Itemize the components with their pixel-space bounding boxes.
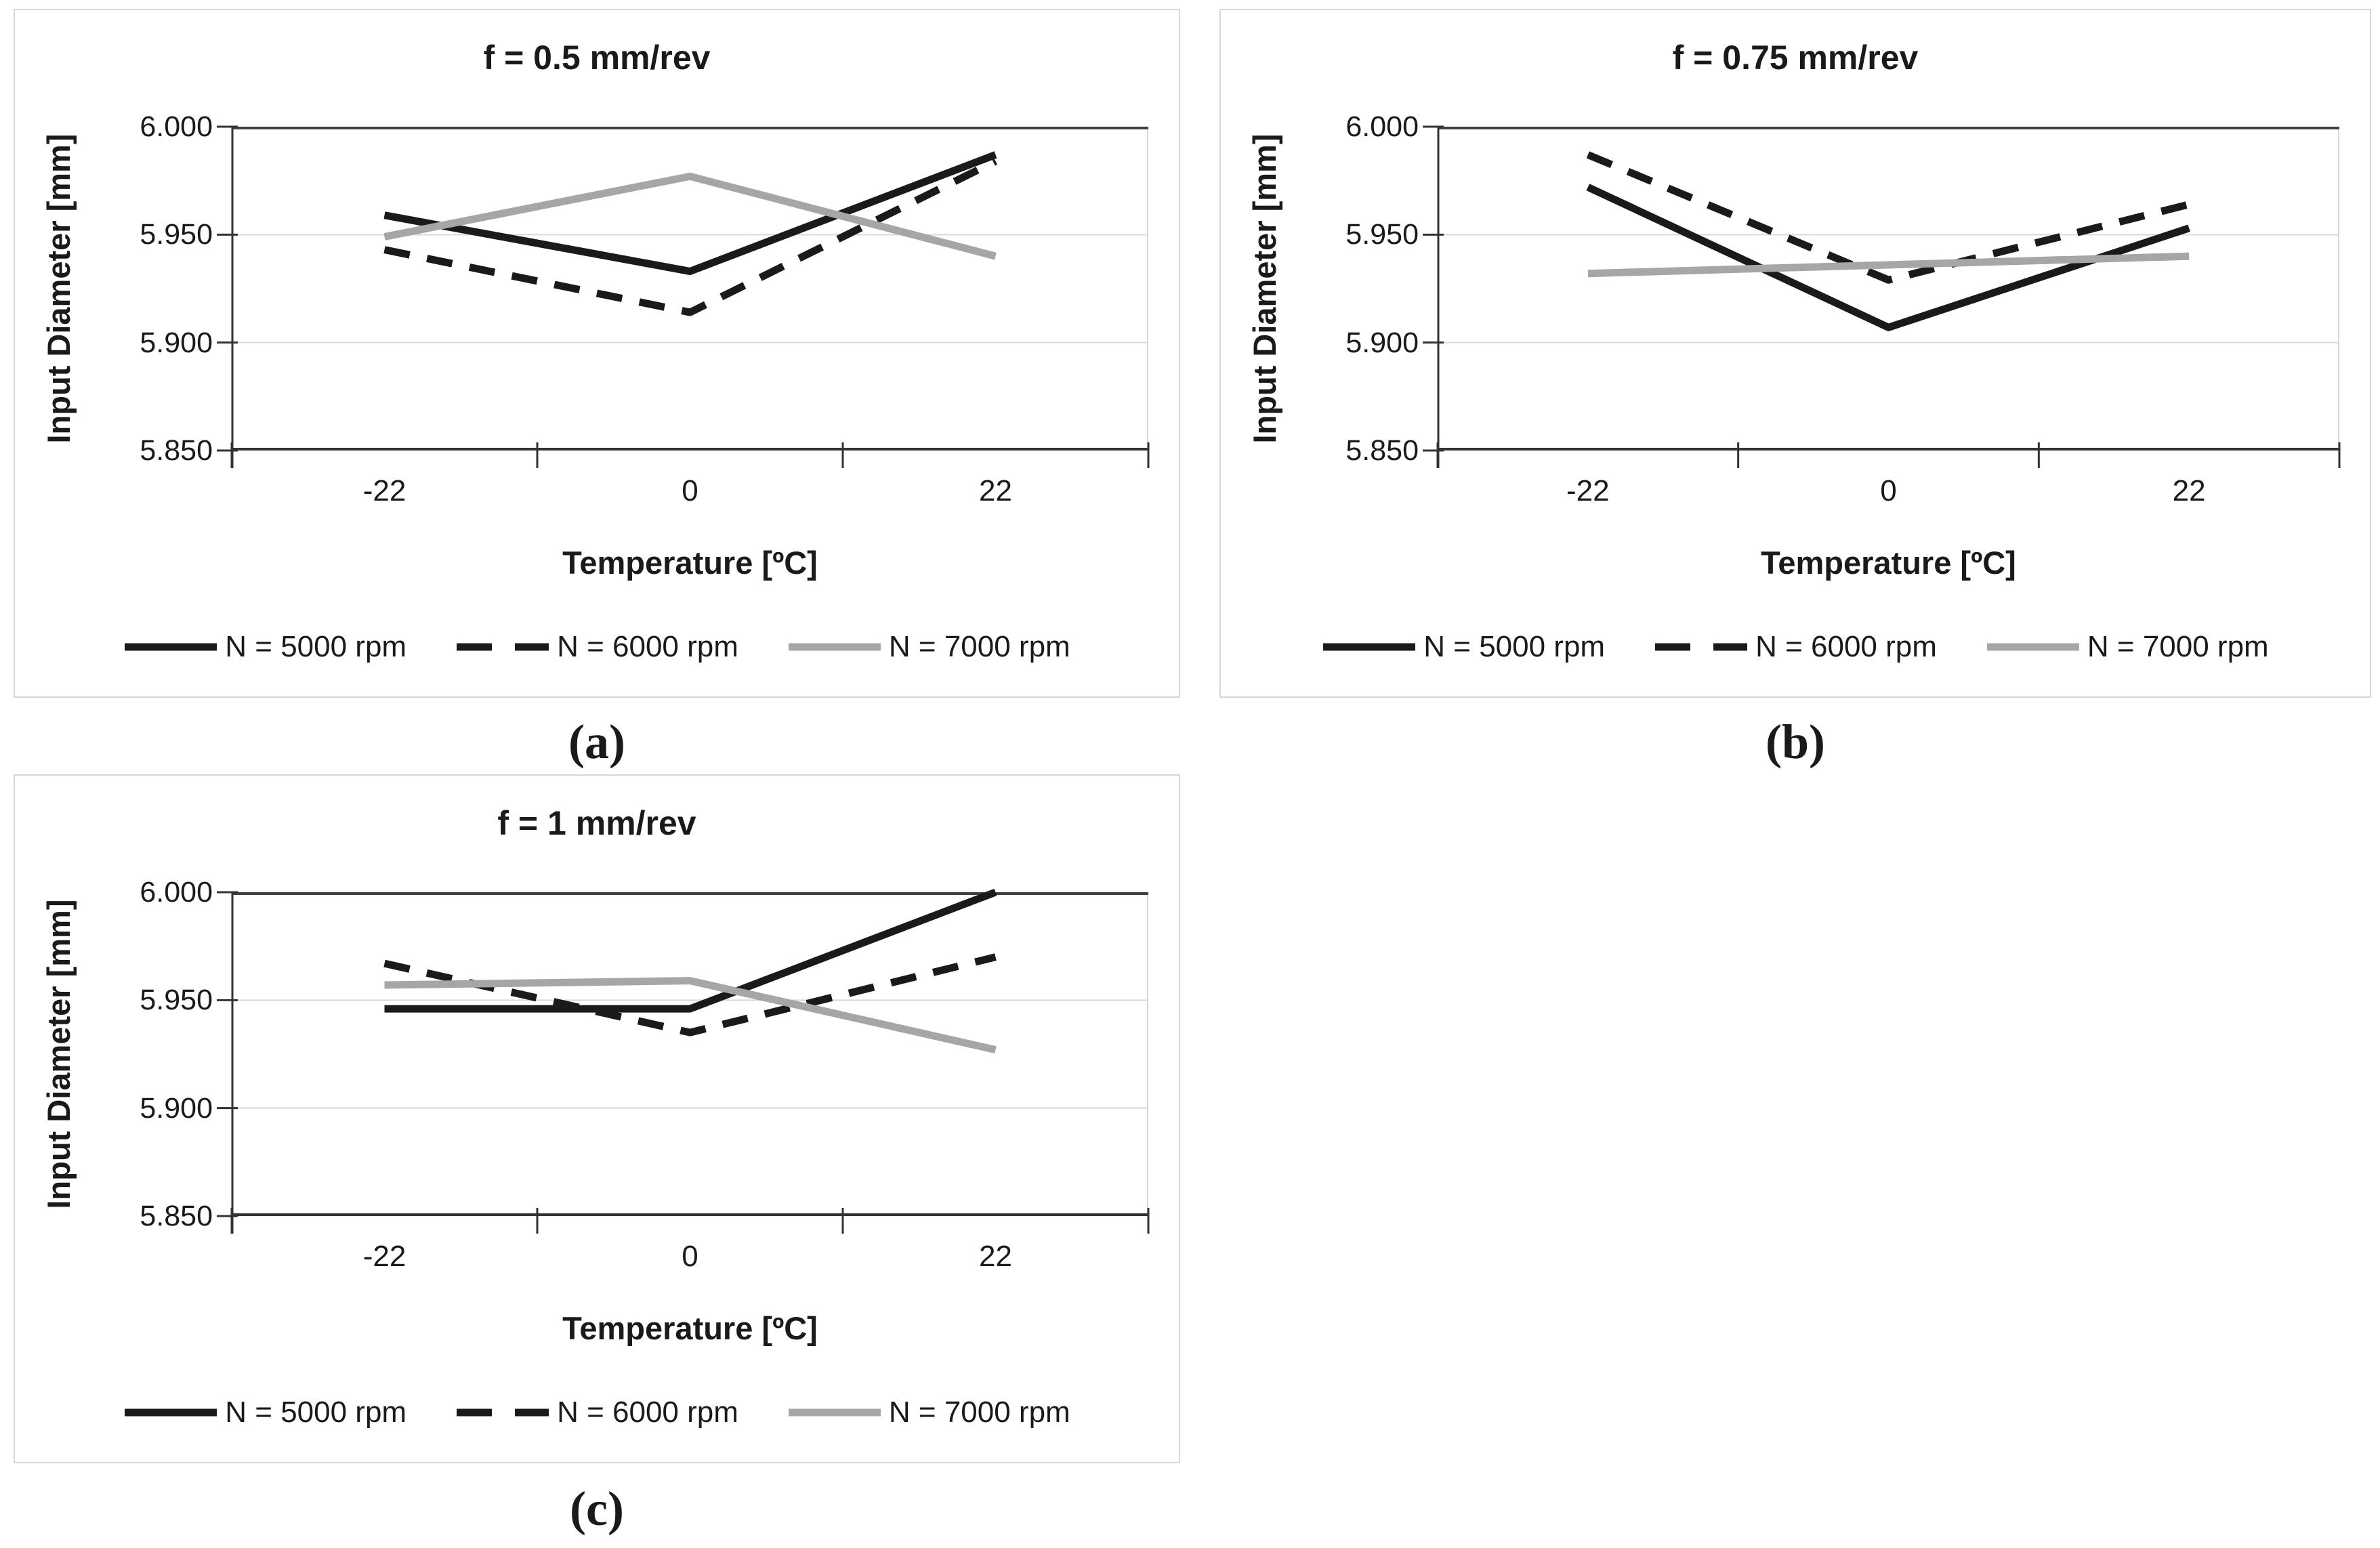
legend-item: N = 7000 rpm [787, 1396, 1070, 1429]
legend-item: N = 6000 rpm [455, 1396, 738, 1429]
chart-title: f = 0.5 mm/rev [483, 39, 711, 77]
chart-title: f = 1 mm/rev [497, 804, 696, 842]
legend-key-dashed-black-line-icon [457, 643, 549, 651]
x-tick-label: 22 [2172, 474, 2206, 507]
series-line-solid-black [384, 888, 997, 1013]
plot-area [217, 888, 1150, 1234]
y-tick-label: 6.000 [1345, 110, 1419, 143]
legend-key-dashed-black-line-icon [1655, 643, 1748, 651]
legend-label: N = 6000 rpm [1755, 630, 1937, 663]
series-line-dashed-black [1586, 151, 2190, 284]
legend-key-gray-line-icon [788, 1408, 881, 1417]
legend-item: N = 7000 rpm [1986, 630, 2269, 664]
y-tick-label: 5.850 [1345, 434, 1419, 467]
series-line-dashed-black [383, 158, 997, 316]
chart-panel-c: f = 1 mm/rev Input Diameter [mm] Tempera… [14, 774, 1180, 1463]
y-tick-label: 6.000 [140, 876, 213, 908]
series-line-solid-gray [1587, 252, 2190, 278]
legend-label: N = 6000 rpm [557, 630, 738, 663]
series-line-solid-gray [384, 977, 997, 1053]
figure-caption-b: (b) [1766, 715, 1825, 769]
legend-label: N = 6000 rpm [557, 1396, 738, 1429]
legend: N = 5000 rpm N = 6000 rpm N = 7000 rpm [22, 1387, 1172, 1438]
chart-panel-a: f = 0.5 mm/rev Input Diameter [mm] Tempe… [14, 9, 1180, 698]
legend-key-solid-black-line-icon [125, 1408, 217, 1417]
figure-caption-a: (a) [568, 715, 625, 769]
legend-label: N = 5000 rpm [1423, 630, 1606, 663]
legend-item: N = 5000 rpm [123, 630, 406, 664]
legend-item: N = 7000 rpm [787, 630, 1070, 664]
x-axis-title: Temperature [ºC] [562, 545, 818, 581]
legend-item: N = 6000 rpm [455, 630, 738, 664]
x-tick-label: -22 [362, 474, 406, 507]
series-line-dashed-black [383, 953, 997, 1037]
y-axis-title: Input Diameter [mm] [41, 899, 77, 1209]
x-tick-label: -22 [362, 1240, 406, 1273]
chart-title: f = 0.75 mm/rev [1672, 39, 1919, 77]
y-axis-title: Input Diameter [mm] [41, 133, 77, 444]
legend-item: N = 5000 rpm [1322, 630, 1605, 664]
legend-key-dashed-black-line-icon [457, 1408, 549, 1417]
legend-key-gray-line-icon [788, 643, 881, 651]
x-tick-label: -22 [1566, 474, 1610, 507]
legend-label: N = 7000 rpm [888, 1396, 1070, 1429]
y-tick-label: 5.950 [1345, 218, 1419, 251]
plot-area [1423, 125, 2341, 468]
chart-panel-b: f = 0.75 mm/rev Input Diameter [mm] Temp… [1219, 9, 2371, 698]
legend-label: N = 5000 rpm [225, 1396, 407, 1429]
x-tick-label: 0 [1880, 474, 1897, 507]
legend-label: N = 7000 rpm [888, 630, 1070, 663]
y-tick-label: 5.900 [1345, 326, 1419, 359]
y-tick-label: 5.850 [140, 1200, 213, 1232]
legend: N = 5000 rpm N = 6000 rpm N = 7000 rpm [22, 621, 1172, 673]
x-tick-label: 0 [682, 474, 698, 507]
y-tick-label: 5.900 [140, 326, 213, 359]
x-tick-label: 22 [979, 1240, 1012, 1273]
legend: N = 5000 rpm N = 6000 rpm N = 7000 rpm [1228, 621, 2363, 673]
legend-item: N = 6000 rpm [1654, 630, 1937, 664]
y-tick-label: 5.850 [140, 434, 213, 467]
y-tick-label: 6.000 [140, 110, 213, 143]
legend-label: N = 7000 rpm [2087, 630, 2269, 663]
figure-caption-c: (c) [570, 1482, 624, 1536]
x-tick-label: 0 [682, 1240, 698, 1273]
y-tick-label: 5.900 [140, 1091, 213, 1125]
plot-svg [217, 125, 1150, 468]
x-axis-title: Temperature [ºC] [562, 1310, 818, 1346]
legend-item: N = 5000 rpm [123, 1396, 406, 1429]
series-line-solid-gray [383, 172, 997, 260]
legend-label: N = 5000 rpm [225, 630, 407, 663]
legend-key-solid-black-line-icon [1323, 643, 1416, 651]
plot-area [217, 125, 1150, 468]
legend-key-gray-line-icon [1986, 643, 2079, 651]
y-tick-label: 5.950 [140, 218, 213, 251]
plot-svg [217, 888, 1150, 1234]
series-line-solid-black [383, 151, 997, 276]
legend-key-solid-black-line-icon [125, 643, 217, 651]
x-tick-label: 22 [979, 474, 1012, 507]
plot-svg [1423, 125, 2341, 468]
y-axis-title: Input Diameter [mm] [1247, 133, 1282, 444]
x-axis-title: Temperature [ºC] [1761, 545, 2016, 581]
y-tick-label: 5.950 [140, 984, 213, 1017]
